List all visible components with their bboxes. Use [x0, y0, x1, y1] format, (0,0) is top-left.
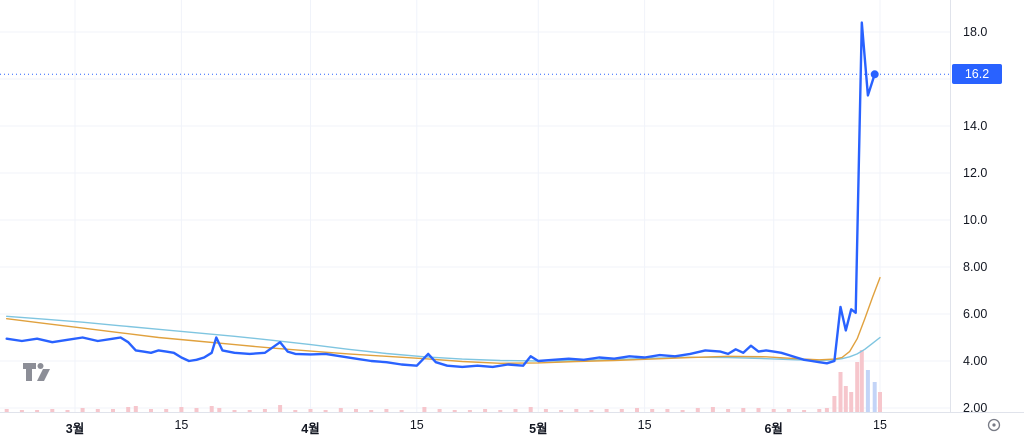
volume-bar [209, 406, 214, 412]
volume-bar [513, 409, 518, 412]
volume-bar [80, 408, 85, 412]
volume-bar [35, 410, 40, 412]
volume-bar [710, 407, 715, 412]
volume-bar [559, 410, 564, 412]
volume-bar [619, 409, 624, 412]
volume-bar [338, 408, 343, 412]
price-axis-label: 2.00 [963, 401, 988, 415]
volume-bar [824, 408, 829, 412]
volume-bar [149, 409, 153, 412]
volume-bar [50, 409, 55, 412]
price-chart-svg[interactable] [0, 0, 950, 412]
price-axis-label: 6.00 [963, 307, 988, 321]
volume-bar [369, 410, 374, 412]
volume-bar [855, 362, 860, 412]
price-axis-label: 4.00 [963, 354, 988, 368]
volume-bar [217, 408, 222, 412]
price-line [5, 21, 876, 369]
volume-bar [771, 409, 776, 412]
time-axis-label: 4월 [301, 422, 320, 436]
volume-bar [665, 409, 670, 412]
volume-bar [680, 410, 685, 412]
volume-bar [756, 408, 761, 412]
volume-bar [543, 409, 548, 412]
last-price-badge: 16.2 [952, 64, 1002, 85]
time-axis-label: 3월 [65, 422, 85, 436]
volume-bar [695, 408, 700, 412]
volume-bar [574, 409, 579, 412]
volume-bar [872, 382, 877, 412]
price-axis-label: 14.0 [963, 119, 988, 133]
time-axis-label: 15 [637, 418, 652, 432]
volume-bar [65, 410, 70, 412]
time-axis-label: 15 [409, 418, 424, 432]
volume-bar [4, 409, 9, 412]
volume-bar [726, 409, 731, 412]
ma-fast-line [6, 276, 881, 364]
volume-bar [95, 409, 100, 412]
volume-bar [878, 392, 882, 412]
price-axis-label: 12.0 [963, 166, 988, 180]
volume-bar [126, 407, 131, 412]
volume-bar [323, 410, 328, 412]
volume-bar [247, 410, 252, 412]
last-price-marker [870, 70, 879, 79]
volume-bar [786, 409, 791, 412]
volume-bar [179, 407, 184, 412]
volume-bar [278, 405, 283, 412]
tradingview-logo-icon[interactable] [22, 360, 56, 384]
volume-bar [467, 410, 472, 412]
volume-bar [635, 408, 639, 412]
volume-bar [589, 410, 594, 412]
last-price-value: 16.2 [964, 67, 990, 82]
time-axis-label: 5월 [529, 422, 548, 436]
ma-slow-line [6, 315, 881, 362]
volume-bar [308, 409, 313, 412]
volume-bar [293, 410, 298, 412]
volume-bar [604, 409, 609, 412]
volume-bar [838, 372, 843, 412]
price-axis-label: 18.0 [963, 25, 988, 39]
volume-bar [498, 410, 503, 412]
volume-bar [802, 410, 807, 412]
volume-bar [859, 350, 864, 412]
circled-dot-glyph [987, 418, 1001, 432]
price-axis[interactable]: 16.2 18.0 14.0 12.0 10.0 8.00 6.00 4.00 2.00 [950, 0, 1024, 415]
volume-bar [483, 409, 488, 412]
time-axis-label: 15 [174, 418, 189, 432]
volume-bar [741, 408, 746, 412]
volume-bar [817, 409, 822, 412]
tradingview-logo-glyph [23, 363, 50, 381]
volume-bar [164, 409, 169, 412]
volume-bar [232, 410, 237, 412]
volume-bar [452, 410, 457, 412]
volume-bar [650, 409, 655, 412]
chart-plot-area[interactable] [0, 0, 950, 412]
volume-bar [354, 409, 358, 412]
volume-bar [133, 406, 138, 412]
time-axis-label: 6월 [764, 422, 783, 436]
volume-bar [865, 370, 870, 412]
volume-bar [384, 409, 389, 412]
price-axis-label: 8.00 [963, 260, 988, 274]
volume-bar [528, 407, 533, 412]
volume-bar [437, 409, 442, 412]
price-axis-label: 10.0 [963, 213, 988, 227]
volume-bar [111, 409, 115, 412]
volume-bar [849, 392, 854, 412]
volume-bar [422, 407, 427, 412]
volume-bar [399, 410, 404, 412]
time-axis[interactable]: 3월 15 4월 15 5월 15 6월 15 [0, 412, 1024, 437]
axis-settings-icon[interactable] [986, 417, 1002, 433]
volume-bar [194, 408, 199, 412]
volume-bar [843, 386, 848, 412]
volume-bar [19, 410, 24, 412]
time-axis-label: 15 [873, 418, 887, 432]
volume-bar [832, 396, 837, 412]
volume-bar [262, 409, 267, 412]
